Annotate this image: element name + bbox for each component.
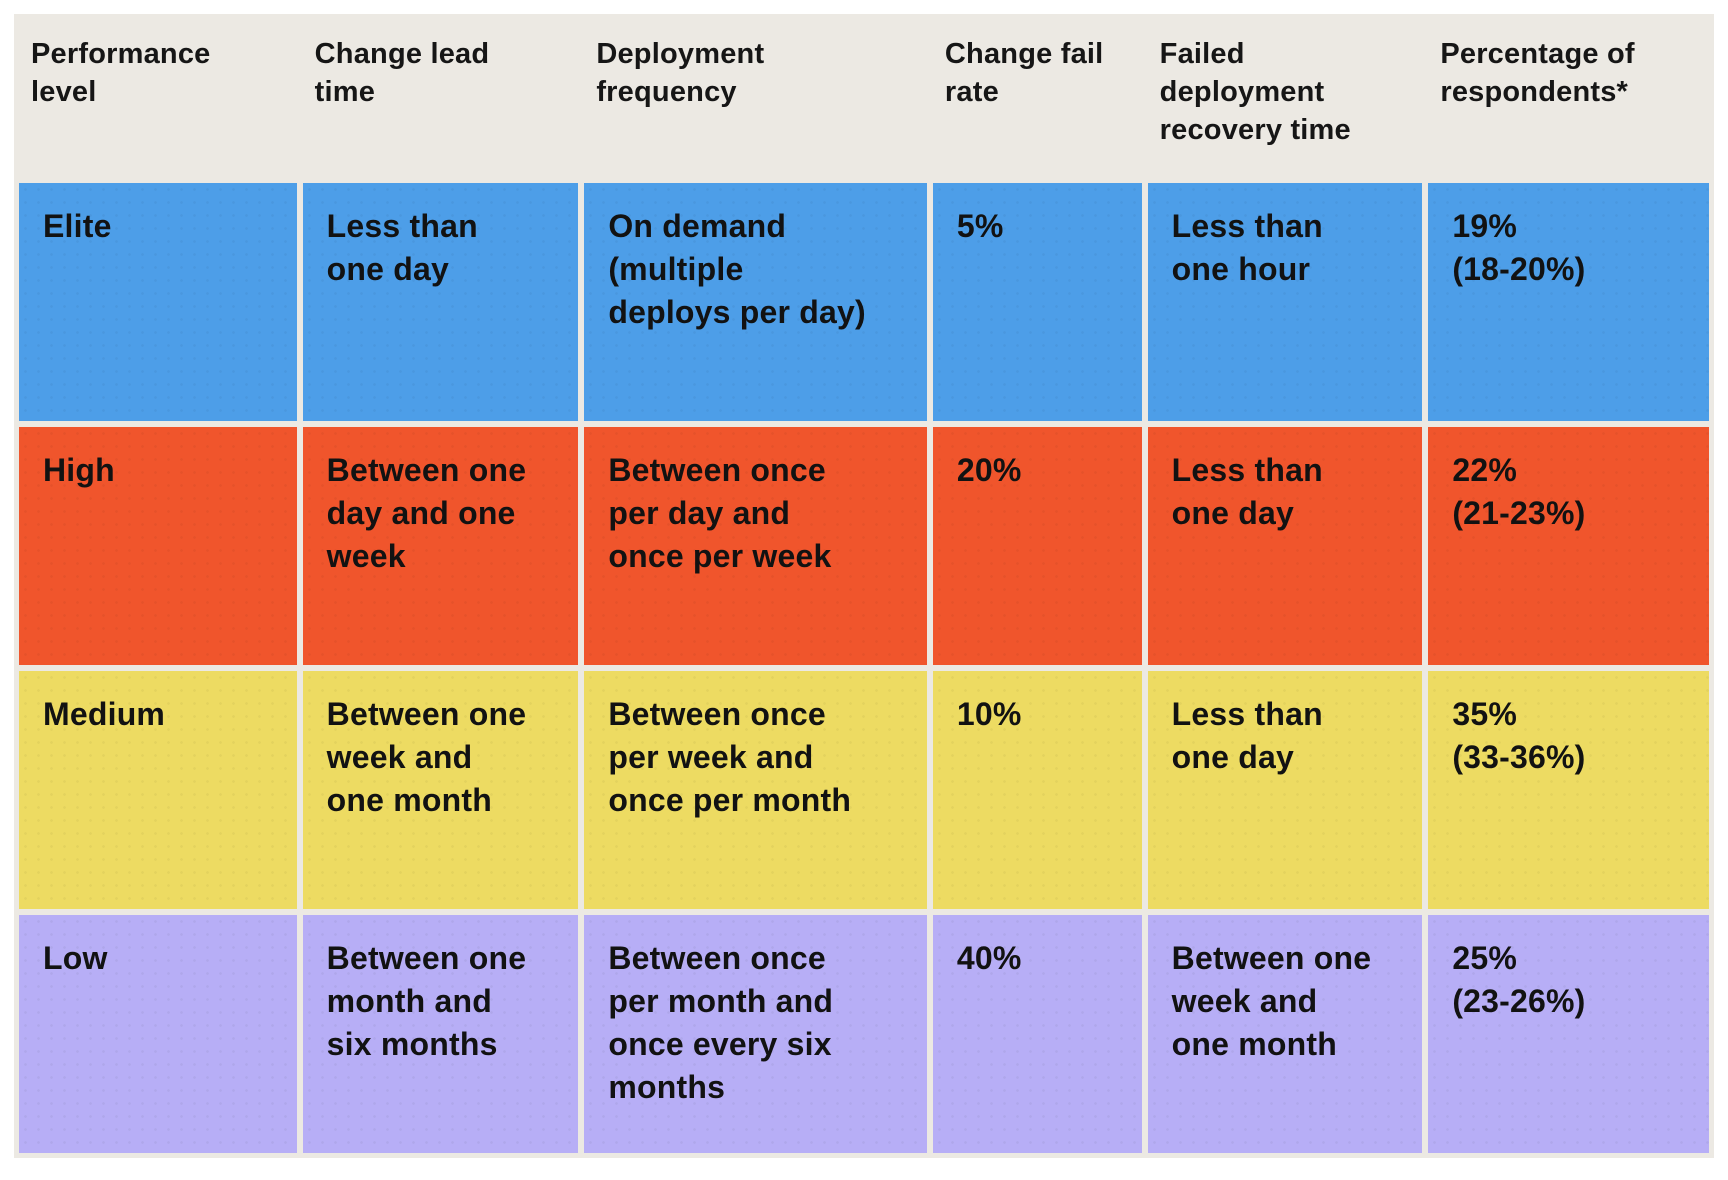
cell-elite-percentage-of-respondents: 19% (18-20%) — [1428, 183, 1709, 421]
dora-performance-table: Performance level Change lead time Deplo… — [14, 14, 1714, 1158]
cell-medium-failed-deployment-recovery-time: Less than one day — [1147, 671, 1423, 909]
cell-elite-change-lead-time: Less than one day — [302, 183, 579, 421]
cell-medium-performance-level: Medium — [19, 671, 297, 909]
column-header-performance-level: Performance level — [31, 38, 211, 108]
cell-low-failed-deployment-recovery-time: Between one week and one month — [1147, 915, 1423, 1153]
cell-medium-deployment-frequency: Between once per week and once per month — [584, 671, 927, 909]
cell-medium-percentage-of-respondents: 35% (33-36%) — [1428, 671, 1709, 909]
cell-high-percentage-of-respondents: 22% (21-23%) — [1428, 427, 1709, 665]
cell-elite-change-fail-rate: 5% — [932, 183, 1142, 421]
cell-low-change-lead-time: Between one month and six months — [302, 915, 579, 1153]
cell-high-change-lead-time: Between one day and one week — [302, 427, 579, 665]
cell-high-change-fail-rate: 20% — [932, 427, 1142, 665]
cell-elite-performance-level: Elite — [19, 183, 297, 421]
cell-medium-change-fail-rate: 10% — [932, 671, 1142, 909]
cell-elite-failed-deployment-recovery-time: Less than one hour — [1147, 183, 1423, 421]
cell-low-percentage-of-respondents: 25% (23-26%) — [1428, 915, 1709, 1153]
cell-elite-deployment-frequency: On demand (multiple deploys per day) — [584, 183, 927, 421]
cell-low-change-fail-rate: 40% — [932, 915, 1142, 1153]
column-header-failed-deployment-recovery-time: Failed deployment recovery time — [1159, 38, 1351, 146]
cell-low-performance-level: Low — [19, 915, 297, 1153]
column-header-percentage-of-respondents: Percentage of respondents* — [1440, 38, 1635, 108]
column-header-deployment-frequency: Deployment frequency — [596, 38, 765, 108]
cell-low-deployment-frequency: Between once per month and once every si… — [584, 915, 927, 1153]
cell-high-failed-deployment-recovery-time: Less than one day — [1147, 427, 1423, 665]
cell-high-deployment-frequency: Between once per day and once per week — [584, 427, 927, 665]
column-header-change-fail-rate: Change fail rate — [944, 38, 1104, 108]
cell-medium-change-lead-time: Between one week and one month — [302, 671, 579, 909]
cell-high-performance-level: High — [19, 427, 297, 665]
column-header-change-lead-time: Change lead time — [314, 38, 490, 108]
